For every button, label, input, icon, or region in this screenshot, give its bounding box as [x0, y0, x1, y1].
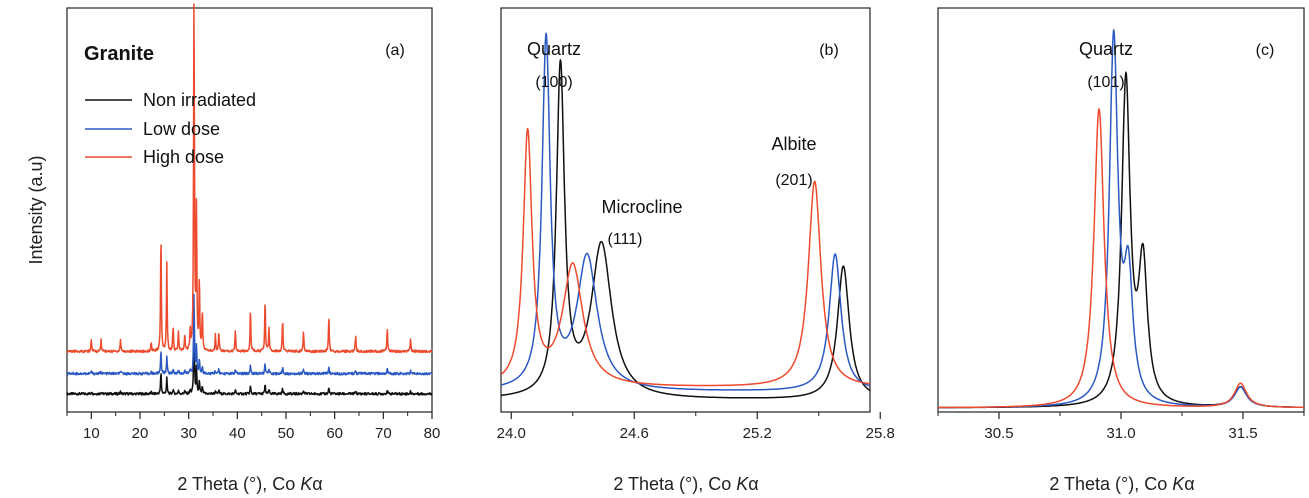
annotation-quartz-100: Quartz	[527, 39, 581, 59]
panel-b-x-axis-label: 2 Theta (°), Co Kα	[613, 474, 758, 494]
panel-a-x-tick-label: 20	[132, 425, 149, 442]
panel-a-ticks: 10 20 30 40 50 60 70 80	[66, 412, 441, 442]
panel-b-plot	[500, 32, 871, 399]
annotation-quartz-101-index: (101)	[1087, 74, 1124, 91]
panel-c: 30.5 31.0 31.5 (c) Quartz (101) 2 Theta (°…	[937, 7, 1305, 494]
annotation-microcline-111: Microcline	[601, 197, 682, 217]
panel-a: 10 20 30 40 50 60 70 80 (a) Granite Non irradia…	[66, 3, 441, 494]
panel-b-x-tick-label: 24.6	[620, 425, 649, 442]
annotation-albite-201-index: (201)	[775, 172, 812, 189]
panel-b-series-high-dose	[500, 127, 871, 387]
panel-c-series-high-dose	[937, 108, 1305, 409]
panel-a-x-tick-label: 70	[375, 425, 392, 442]
panel-b-series-low-dose	[500, 32, 871, 391]
panel-c-x-tick-label: 31.5	[1228, 425, 1257, 442]
panel-b-tag: (b)	[819, 42, 839, 59]
panel-a-x-tick-label: 40	[229, 425, 246, 442]
legend-label-high-dose: High dose	[143, 147, 224, 167]
panel-b-x-tick-label: 25.2	[743, 425, 772, 442]
panel-a-x-tick-label: 10	[83, 425, 100, 442]
panel-b-ticks: 24.0 24.6 25.2 25.8	[497, 412, 895, 442]
panel-a-series-non-irradiated	[66, 322, 433, 396]
panel-b-series-non-irradiated	[500, 59, 871, 399]
panel-a-tag: (a)	[385, 42, 405, 59]
panel-c-x-axis-label: 2 Theta (°), Co Kα	[1049, 474, 1194, 494]
panel-a-plot	[66, 3, 433, 396]
sample-title: Granite	[84, 43, 154, 65]
panel-b-x-tick-label: 25.8	[866, 425, 895, 442]
panel-a-x-tick-label: 80	[424, 425, 441, 442]
panel-a-x-tick-label: 60	[326, 425, 343, 442]
panel-c-tag: (c)	[1256, 42, 1275, 59]
panel-b-frame	[500, 7, 871, 413]
panel-c-plot	[937, 29, 1305, 409]
legend: Non irradiated Low dose High dose	[85, 90, 256, 167]
y-axis-label: Intensity (a.u)	[26, 155, 46, 264]
panel-c-x-tick-label: 31.0	[1106, 425, 1135, 442]
panel-a-series-high-dose	[66, 3, 433, 354]
annotation-microcline-111-index: (111)	[608, 231, 643, 248]
panel-b: 24.0 24.6 25.2 25.8 (b) Quartz (100) Microc…	[497, 7, 895, 494]
legend-label-low-dose: Low dose	[143, 119, 220, 139]
annotation-quartz-100-index: (100)	[535, 74, 572, 91]
panel-c-x-tick-label: 30.5	[984, 425, 1013, 442]
panel-b-x-tick-label: 24.0	[497, 425, 526, 442]
panel-a-x-tick-label: 50	[278, 425, 295, 442]
legend-label-non-irradiated: Non irradiated	[143, 90, 256, 110]
panel-a-frame	[66, 7, 433, 413]
annotation-albite-201: Albite	[771, 134, 816, 154]
panel-a-series-low-dose	[66, 293, 433, 376]
panel-a-x-tick-label: 30	[180, 425, 197, 442]
panel-c-ticks: 30.5 31.0 31.5	[937, 412, 1305, 442]
panel-a-x-axis-label: 2 Theta (°), Co Kα	[177, 474, 322, 494]
annotation-quartz-101: Quartz	[1079, 39, 1133, 59]
